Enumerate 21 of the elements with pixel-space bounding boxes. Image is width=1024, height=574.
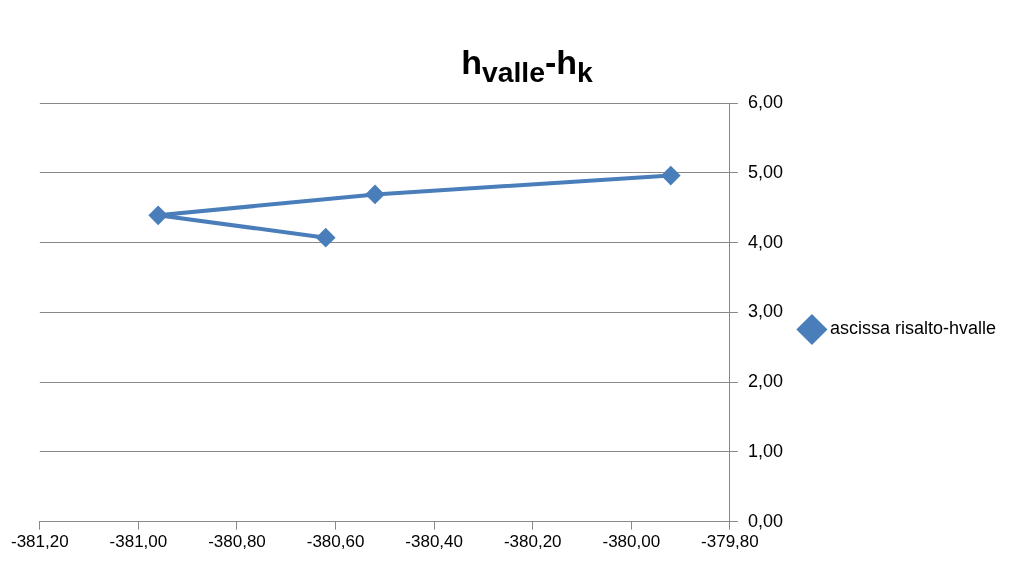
y-tick-label: 3,00: [747, 301, 783, 322]
x-tick-label: -381,00: [109, 532, 168, 552]
y-tick-label: 0,00: [747, 510, 783, 531]
point: [366, 185, 385, 204]
legend-label: ascissa risalto-hvalle: [829, 318, 996, 339]
x-tick-label: -380,00: [602, 532, 661, 552]
x-tick-label: -379,80: [701, 532, 759, 552]
x-tick-label: -380,80: [208, 532, 266, 552]
y-tick-label: 1,00: [747, 440, 783, 461]
x-tick-label: -381,20: [10, 532, 69, 552]
x-tick-label: -380,60: [306, 532, 365, 552]
y-tick-label: 6,00: [747, 91, 783, 112]
point: [316, 228, 335, 247]
y-tick-label: 2,00: [747, 371, 783, 392]
y-tick-label: 5,00: [747, 161, 783, 182]
y-tick-label: 4,00: [747, 231, 783, 252]
point: [149, 206, 168, 225]
x-tick-label: -380,20: [503, 532, 562, 552]
x-tick-label: -380,40: [405, 532, 463, 552]
chart-title: h$_{valle}$-h$_{k}$: [460, 43, 594, 89]
point: [661, 166, 680, 185]
